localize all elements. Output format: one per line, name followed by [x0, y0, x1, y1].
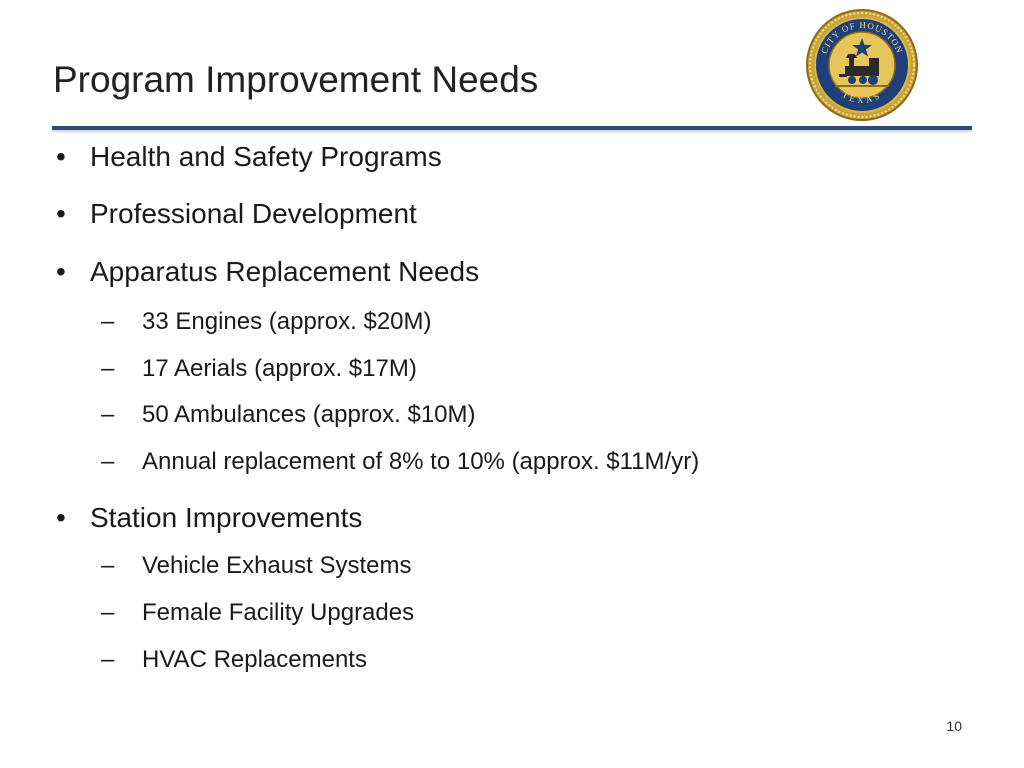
bullet-marker: •	[56, 256, 66, 287]
sub-bullet-text: Female Facility Upgrades	[142, 599, 415, 626]
sub-bullet-marker: –	[101, 355, 115, 382]
bullet-marker: •	[56, 502, 66, 533]
bullet-text: Station Improvements	[90, 502, 363, 533]
title-divider	[52, 126, 972, 130]
sub-bullet-text: 17 Aerials (approx. $17M)	[142, 355, 417, 382]
sub-bullet-text: Annual replacement of 8% to 10% (approx.…	[142, 448, 700, 475]
city-of-houston-seal-icon: CITY OF HOUSTON TEXAS	[805, 8, 919, 122]
sub-bullet-marker: –	[101, 646, 115, 673]
page-number: 10	[946, 718, 962, 734]
bullet-text: Health and Safety Programs	[90, 141, 442, 172]
bullet-text: Professional Development	[90, 198, 417, 229]
sub-bullet-marker: –	[101, 599, 115, 626]
bullet-text: Apparatus Replacement Needs	[90, 256, 480, 287]
sub-bullet-marker: –	[101, 308, 115, 335]
sub-bullet-marker: –	[101, 552, 115, 579]
sub-bullet-text: HVAC Replacements	[142, 646, 367, 673]
sub-bullet-text: 33 Engines (approx. $20M)	[142, 308, 432, 335]
sub-bullet-marker: –	[101, 448, 115, 475]
slide-title: Program Improvement Needs	[53, 59, 539, 100]
sub-bullet-text: Vehicle Exhaust Systems	[142, 552, 412, 579]
sub-bullet-marker: –	[101, 401, 115, 428]
sub-bullet-text: 50 Ambulances (approx. $10M)	[142, 401, 476, 428]
bullet-marker: •	[56, 198, 66, 229]
bullet-marker: •	[56, 141, 66, 172]
